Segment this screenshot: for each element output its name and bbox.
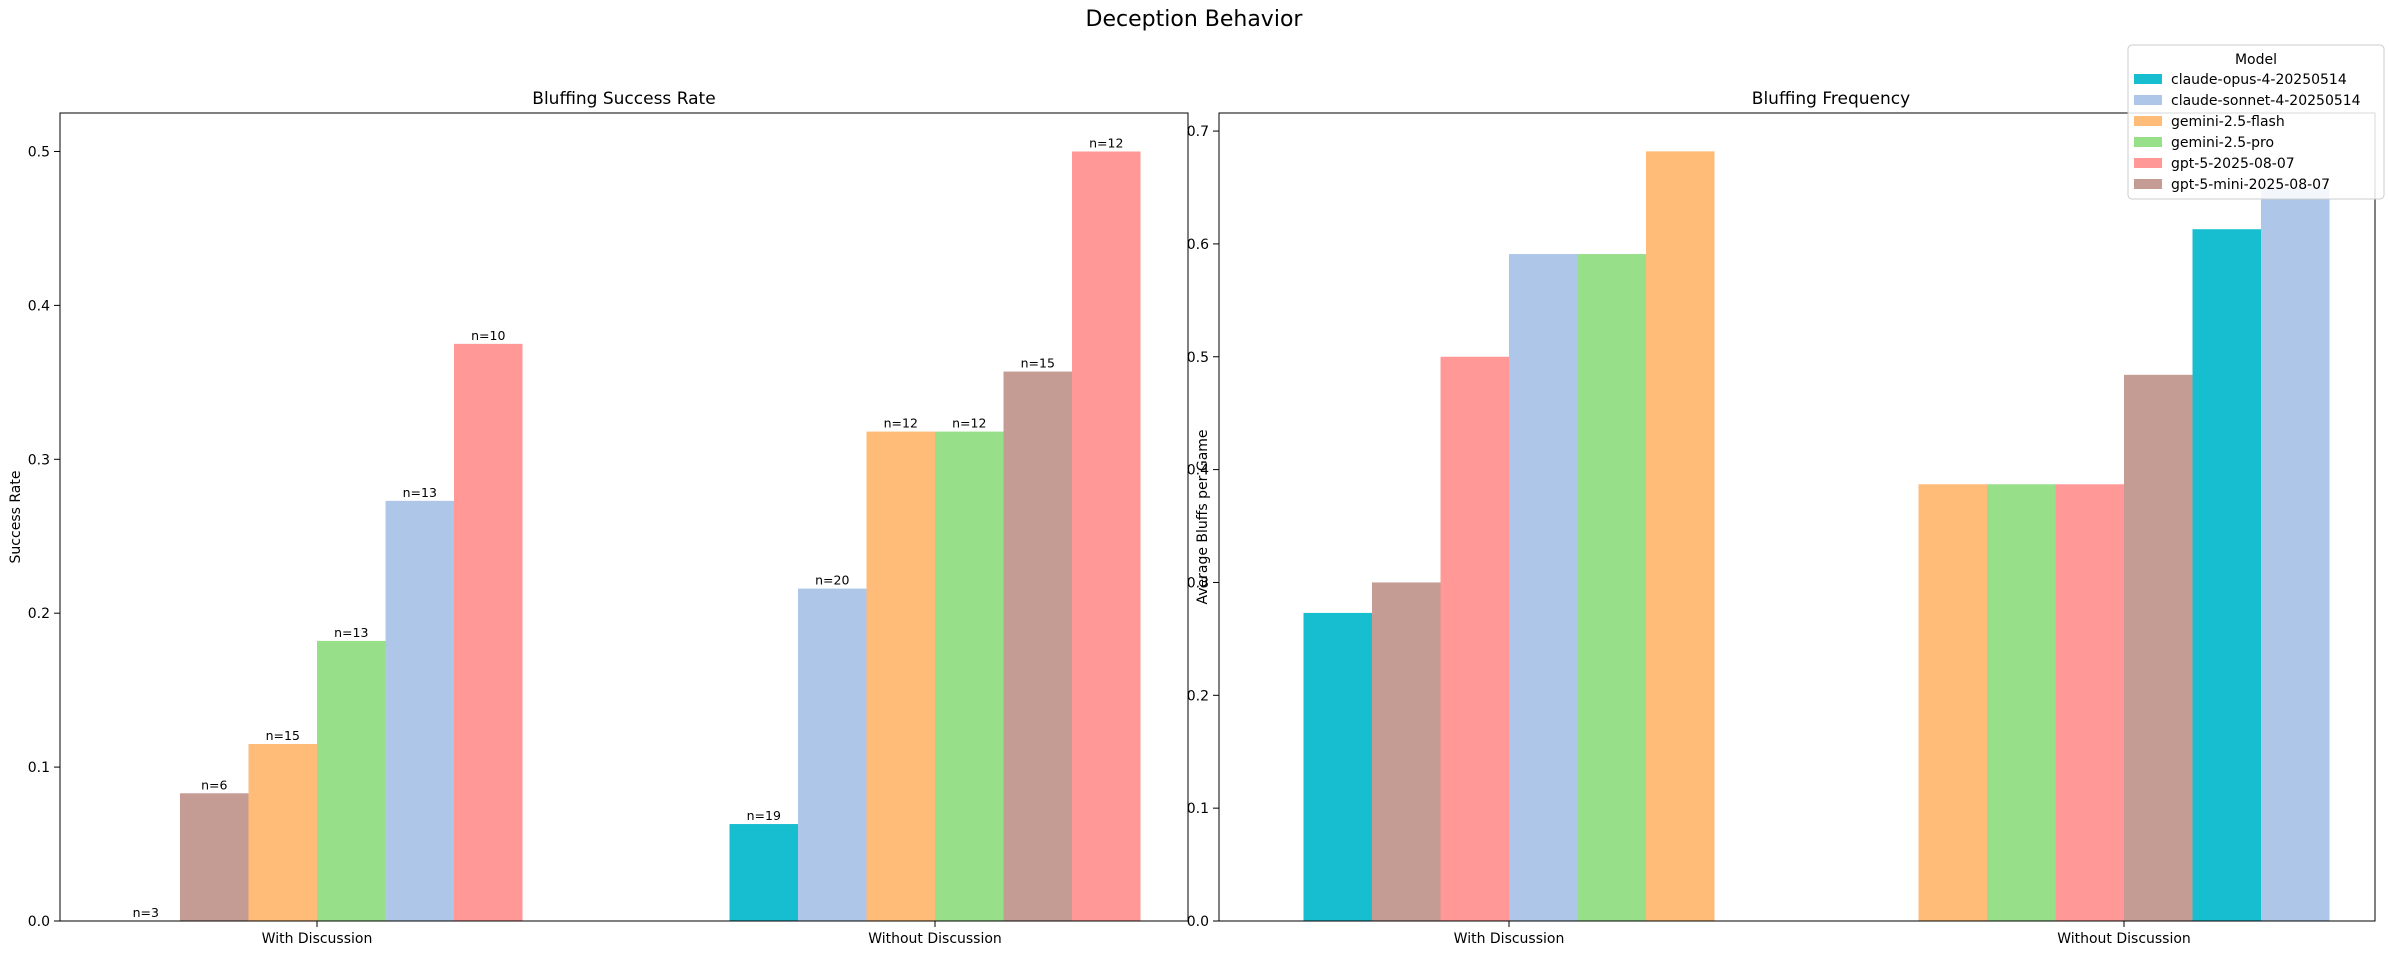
bar-count-label: n=10 [471, 328, 505, 343]
bar-without-discussion-claude-sonnet-4-20250514 [798, 588, 867, 921]
bar-without-discussion-gpt-5-2025-08-07 [1072, 151, 1141, 922]
bar-with-discussion-gpt-5-2025-08-07 [1440, 356, 1509, 921]
legend-box [2127, 44, 2385, 200]
bar-count-label: n=15 [1021, 356, 1055, 371]
bar-with-discussion-gpt-5-mini-2025-08-07 [180, 793, 249, 921]
y-tick-label: 0.7 [1187, 124, 1209, 140]
bar-count-label: n=15 [266, 728, 300, 743]
bar-without-discussion-claude-opus-4-20250514 [2192, 229, 2261, 922]
y-tick-label: 0.6 [1187, 237, 1209, 253]
bar-with-discussion-claude-sonnet-4-20250514 [385, 500, 454, 921]
bar-count-label: n=19 [747, 808, 781, 823]
x-axis-ticks-frequency: With Discussion Without Discussion [1454, 921, 2191, 947]
bars-frequency [1303, 151, 2330, 922]
x-tick-label: Without Discussion [2057, 931, 2191, 947]
bar-with-discussion-gemini-2-5-pro [1577, 254, 1646, 921]
y-axis-label-frequency: Average Bluffs per Game [1195, 429, 1211, 604]
y-tick-label: 0.2 [28, 606, 50, 622]
legend-swatch-gemini-2-5-pro [2134, 137, 2162, 147]
plot-frame-success-rate [59, 112, 1189, 922]
bar-count-label: n=20 [815, 573, 849, 588]
bar-without-discussion-claude-sonnet-4-20250514 [2261, 187, 2330, 922]
y-axis-label-success-rate: Success Rate [8, 471, 24, 564]
bar-with-discussion-claude-opus-4-20250514 [1303, 612, 1372, 921]
panel-title-success-rate: Bluffing Success Rate [532, 89, 715, 109]
bar-without-discussion-gemini-2-5-pro [935, 431, 1004, 921]
y-axis-ticks-frequency: 0.0 0.1 0.2 0.3 0.4 0.5 0.6 0.7 [1187, 124, 1219, 930]
x-tick-label: With Discussion [262, 931, 373, 947]
x-tick-label: Without Discussion [868, 931, 1002, 947]
bar-count-label: n=12 [884, 416, 918, 431]
bar-without-discussion-gpt-5-mini-2025-08-07 [1003, 371, 1072, 921]
y-tick-label: 0.4 [28, 298, 50, 314]
y-tick-label: 0.0 [1187, 914, 1209, 930]
y-tick-label: 0.5 [28, 144, 50, 160]
bar-without-discussion-claude-opus-4-20250514 [729, 824, 798, 921]
y-tick-label: 0.3 [28, 452, 50, 468]
legend: Model claude-opus-4-20250514 claude-sonne… [2127, 44, 2385, 200]
bar-count-label: n=13 [403, 485, 437, 500]
bar-with-discussion-gemini-2-5-flash [1646, 151, 1715, 921]
bar-with-discussion-claude-sonnet-4-20250514 [1509, 254, 1578, 921]
legend-items: claude-opus-4-20250514 claude-sonnet-4-20… [2134, 72, 2361, 193]
figure-title: Deception Behavior [1086, 7, 1304, 32]
bar-without-discussion-gemini-2-5-pro [1987, 484, 2056, 921]
y-tick-label: 0.5 [1187, 350, 1209, 366]
bar-without-discussion-gpt-5-mini-2025-08-07 [2124, 374, 2193, 921]
bar-count-label: n=3 [133, 905, 159, 920]
plot-frame-frequency [1218, 112, 2376, 922]
bar-labels-success-rate: n=3 n=6 n=15 n=13 n=13 n=10 n=19 n=20 n=12 n=12 n=… [133, 135, 1124, 920]
legend-label-gemini-2-5-flash: gemini-2.5-flash [2171, 114, 2285, 130]
legend-swatch-gpt-5-mini-2025-08-07 [2134, 179, 2162, 189]
legend-label-claude-sonnet-4-20250514: claude-sonnet-4-20250514 [2171, 93, 2361, 109]
bar-with-discussion-gpt-5-2025-08-07 [454, 343, 523, 921]
bar-count-label: n=12 [1089, 135, 1123, 150]
y-tick-label: 0.1 [1187, 801, 1209, 817]
bar-count-label: n=12 [952, 416, 986, 431]
legend-label-gpt-5-2025-08-07: gpt-5-2025-08-07 [2171, 156, 2295, 172]
panel-frequency: Bluffing Frequency 0.0 0.1 0.2 0.3 0.4 0.5 0.6… [1187, 89, 2376, 947]
legend-swatch-claude-sonnet-4-20250514 [2134, 95, 2162, 105]
y-tick-label: 0.1 [28, 760, 50, 776]
bar-with-discussion-gemini-2-5-flash [248, 744, 317, 921]
legend-swatch-gemini-2-5-flash [2134, 116, 2162, 126]
legend-swatch-gpt-5-2025-08-07 [2134, 158, 2162, 168]
bar-without-discussion-gemini-2-5-flash [866, 431, 935, 921]
bar-count-label: n=13 [334, 625, 368, 640]
legend-label-gemini-2-5-pro: gemini-2.5-pro [2171, 135, 2274, 151]
bar-with-discussion-gemini-2-5-pro [317, 640, 386, 921]
panel-success-rate: Bluffing Success Rate n=3 n=6 n=15 n=13 n=13… [8, 89, 1189, 947]
y-tick-label: 0.0 [28, 914, 50, 930]
y-axis-ticks-success-rate: 0.0 0.1 0.2 0.3 0.4 0.5 [28, 144, 60, 930]
y-tick-label: 0.3 [1187, 575, 1209, 591]
legend-title: Model [2235, 52, 2277, 68]
bar-without-discussion-gpt-5-2025-08-07 [2055, 484, 2124, 921]
y-tick-label: 0.4 [1187, 463, 1209, 479]
legend-label-gpt-5-mini-2025-08-07: gpt-5-mini-2025-08-07 [2171, 177, 2330, 193]
legend-swatch-claude-opus-4-20250514 [2134, 74, 2162, 84]
bar-without-discussion-gemini-2-5-flash [1918, 484, 1987, 921]
y-tick-label: 0.2 [1187, 688, 1209, 704]
x-tick-label: With Discussion [1454, 931, 1565, 947]
bar-count-label: n=6 [201, 777, 227, 792]
bars-success-rate [180, 151, 1141, 922]
legend-label-claude-opus-4-20250514: claude-opus-4-20250514 [2171, 72, 2347, 88]
panel-title-frequency: Bluffing Frequency [1752, 89, 1910, 109]
bar-with-discussion-gpt-5-mini-2025-08-07 [1372, 582, 1441, 921]
x-axis-ticks-success-rate: With Discussion Without Discussion [262, 921, 1002, 947]
